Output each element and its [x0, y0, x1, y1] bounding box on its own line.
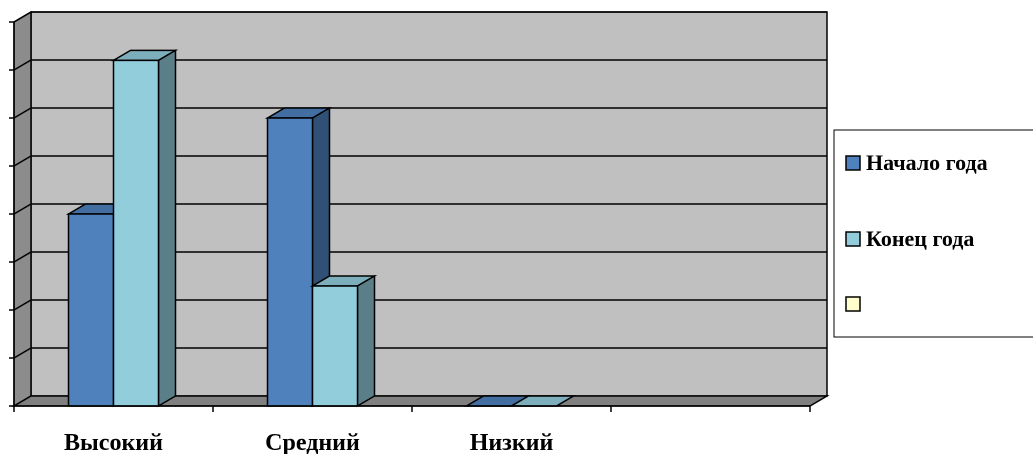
gridline-side: [13, 155, 32, 167]
legend-box: [833, 129, 1033, 338]
gridline-side: [13, 299, 32, 311]
bar-front: [266, 117, 314, 407]
gridline-side: [13, 251, 32, 263]
category-label-0: Высокий: [64, 430, 163, 454]
value-axis: [9, 21, 811, 412]
legend: Начало года Конец года: [833, 129, 1033, 338]
legend-swatch-2: [845, 296, 861, 312]
gridline-side: [13, 59, 32, 71]
gridline-side: [13, 107, 32, 119]
gridline-side: [13, 347, 32, 359]
legend-swatch-1: [845, 231, 861, 247]
legend-swatch-0: [845, 155, 861, 171]
bar-front: [112, 59, 160, 407]
bar: [110, 49, 179, 408]
category-label-1: Средний: [265, 430, 360, 454]
bar-front: [67, 213, 115, 407]
bar: [309, 274, 378, 408]
category-label-2: Низкий: [470, 430, 554, 454]
gridline-side: [13, 203, 32, 215]
bars: [65, 49, 577, 408]
legend-label-1: Конец года: [866, 226, 974, 251]
bar-front: [311, 285, 359, 407]
gridline-side: [13, 11, 32, 23]
bar-side: [356, 274, 376, 408]
legend-label-0: Начало года: [866, 150, 988, 175]
category-labels: Высокий Средний Низкий: [64, 430, 553, 454]
bar-side: [157, 49, 177, 408]
